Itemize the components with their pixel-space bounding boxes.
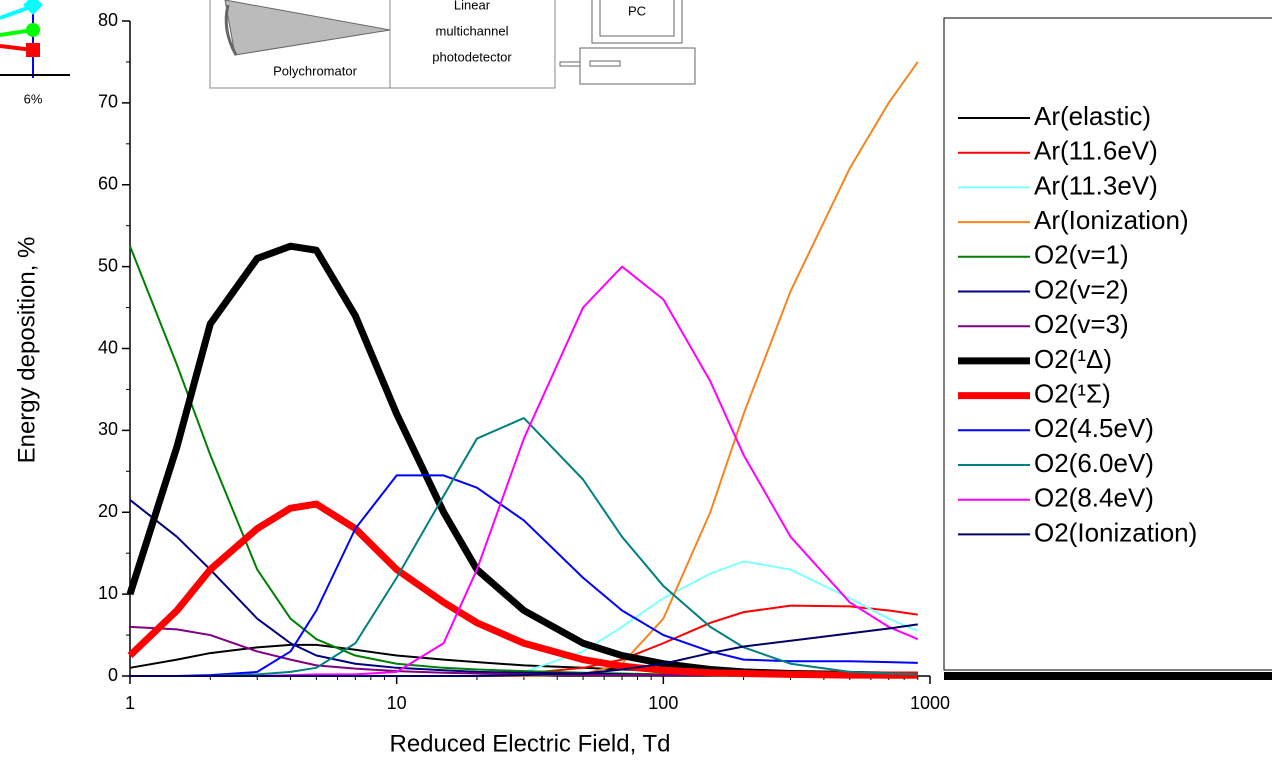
y-tick-label: 0 [108, 665, 118, 685]
series-line [130, 417, 918, 677]
legend-label: O2(v=1) [1034, 240, 1129, 270]
y-tick-label: 50 [98, 255, 118, 275]
fragment-tick-label: 6% [24, 91, 43, 106]
legend-bar [944, 672, 1272, 680]
fragment-marker [23, 0, 43, 15]
y-tick-label: 40 [98, 337, 118, 357]
series-line [130, 560, 919, 677]
inset-label: multichannel [436, 23, 509, 38]
series-line [127, 500, 918, 679]
x-tick-label: 1 [125, 693, 135, 713]
legend-label: O2(v=2) [1034, 274, 1129, 304]
left-fragment: 6% [0, 0, 70, 106]
x-tick-label: 100 [648, 693, 678, 713]
fragment-marker [26, 43, 40, 57]
detector-box [389, 0, 556, 89]
legend-label: Ar(elastic) [1034, 101, 1151, 131]
series-line [126, 242, 918, 679]
legend-label: O2(8.4eV) [1034, 483, 1154, 513]
legend-label: O2(¹Σ) [1034, 378, 1111, 408]
legend-label: Ar(11.6eV) [1034, 136, 1158, 166]
inset-diagram: Polychromator Linear multichannel photod… [209, 0, 696, 89]
legend-label: O2(v=3) [1034, 309, 1129, 339]
inset-label: PC [628, 3, 646, 18]
y-tick-label: 60 [98, 174, 118, 194]
x-axis-title: Reduced Electric Field, Td [389, 730, 670, 757]
legend-label: O2(Ionization) [1034, 517, 1197, 547]
series-line [130, 61, 919, 677]
inset-label: photodetector [432, 49, 512, 64]
legend-box [943, 17, 1272, 671]
series-line [130, 623, 918, 677]
drive [589, 60, 621, 67]
legend-label: Ar(11.3eV) [1034, 170, 1158, 200]
mirror [224, 4, 238, 56]
inset-label: Polychromator [273, 63, 357, 78]
inset-label: Linear [454, 0, 491, 12]
y-tick-label: 10 [98, 583, 118, 603]
y-tick-label: 20 [98, 501, 118, 521]
optics [224, 0, 391, 56]
x-tick-label: 1000 [910, 693, 950, 713]
y-axis-title: Energy deposition, % [13, 237, 40, 464]
series-line [129, 625, 918, 677]
legend-label: O2(6.0eV) [1034, 448, 1154, 478]
legend-label: O2(4.5eV) [1034, 413, 1154, 443]
y-tick-label: 70 [98, 92, 118, 112]
y-tick-label: 80 [98, 10, 118, 30]
fragment-marker [26, 23, 40, 37]
series-line [130, 265, 919, 677]
legend-label: O2(¹Δ) [1034, 344, 1112, 374]
x-tick-label: 10 [387, 693, 407, 713]
y-tick-label: 30 [98, 419, 118, 439]
legend-label: Ar(Ionization) [1034, 205, 1189, 235]
screen [599, 0, 675, 37]
